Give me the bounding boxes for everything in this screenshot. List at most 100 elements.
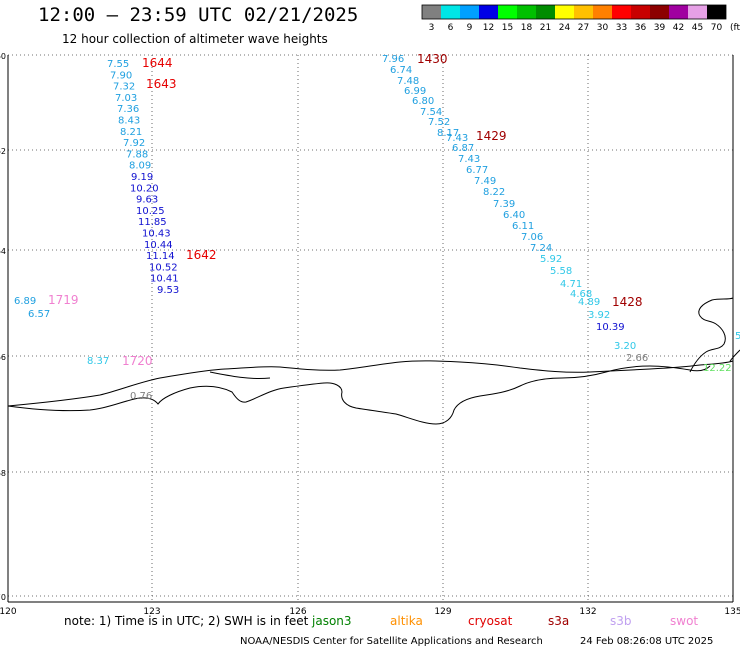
legend-border xyxy=(421,4,727,20)
legend-swatch xyxy=(479,5,498,19)
track-time-label: 1720 xyxy=(122,354,153,368)
wave-value: 6.74 xyxy=(390,65,412,76)
wave-value: 10.44 xyxy=(144,240,173,251)
lon-tick-label: 129 xyxy=(434,607,451,617)
lat-tick-label: -64 xyxy=(0,247,6,256)
legend-label: 45 xyxy=(692,23,703,33)
wave-value: 7.96 xyxy=(382,54,404,65)
wave-value: 6.11 xyxy=(512,221,534,232)
legend-swatch xyxy=(669,5,688,19)
wave-value: 10.52 xyxy=(149,262,178,273)
legend-swatch xyxy=(536,5,555,19)
wave-value: 8.17 xyxy=(437,128,459,139)
wave-value: 5.92 xyxy=(540,254,562,265)
legend-label: 27 xyxy=(578,23,589,33)
wave-value: 7.49 xyxy=(474,176,496,187)
wave-value: 6.89 xyxy=(14,296,36,307)
wave-value: 5 xyxy=(735,331,740,342)
legend-label: 18 xyxy=(521,23,533,33)
wave-value: 9.63 xyxy=(136,195,158,206)
wave-value: 8.37 xyxy=(87,356,109,367)
wave-value: 7.48 xyxy=(397,76,419,87)
track-time-label: 1719 xyxy=(48,293,79,307)
legend-label: 39 xyxy=(654,23,666,33)
wave-value: 7.54 xyxy=(420,107,442,118)
legend-label: 21 xyxy=(540,23,551,33)
satellite-legend-altika: altika xyxy=(390,614,423,628)
wave-value: 7.32 xyxy=(113,82,135,93)
wave-value: 3.20 xyxy=(614,341,636,352)
satellite-legend-s3a: s3a xyxy=(548,614,569,628)
legend-label: 15 xyxy=(502,23,513,33)
wave-value: 7.92 xyxy=(123,138,145,149)
wave-value: 7.90 xyxy=(110,70,132,81)
wave-value: 7.24 xyxy=(530,243,552,254)
track-time-label: 1429 xyxy=(476,129,507,143)
wave-value: 3.92 xyxy=(588,310,610,321)
wave-value: 8.21 xyxy=(120,127,142,138)
wave-value: 6.40 xyxy=(503,210,525,221)
legend-label: 24 xyxy=(559,23,571,33)
satellite-legend-cryosat: cryosat xyxy=(468,614,513,628)
wave-value: 7.06 xyxy=(521,232,543,243)
wave-value: 6.99 xyxy=(404,86,426,97)
wave-value: 2.66 xyxy=(626,353,648,364)
wave-value: 4.68 xyxy=(570,289,592,300)
legend-swatch xyxy=(555,5,574,19)
satellite-legend-jason3: jason3 xyxy=(311,614,352,628)
wave-value: 6.77 xyxy=(466,165,488,176)
wave-value: 4.71 xyxy=(560,279,582,290)
map-grid: -60 -62 -64 -66 -68 -70 120 123 126 129 132 135 xyxy=(0,52,740,617)
lat-tick-label: -68 xyxy=(0,469,6,478)
legend-label: 3 xyxy=(429,23,435,33)
legend-swatch xyxy=(631,5,650,19)
legend-swatch xyxy=(517,5,536,19)
wave-value: 7.52 xyxy=(428,117,450,128)
legend-swatch xyxy=(707,5,726,19)
legend-label: 42 xyxy=(673,23,684,33)
wave-value: 10.25 xyxy=(136,206,165,217)
track-time-label: 1430 xyxy=(417,52,448,66)
wave-value: 5.58 xyxy=(550,266,572,277)
legend-swatch xyxy=(612,5,631,19)
legend-unit: (ft) xyxy=(730,23,740,33)
wave-value: 8.22 xyxy=(483,187,505,198)
satellite-legend-swot: swot xyxy=(670,614,698,628)
legend-swatch xyxy=(593,5,612,19)
wave-value: 7.55 xyxy=(107,59,129,70)
track-time-label: 1428 xyxy=(612,295,643,309)
legend-label: 30 xyxy=(597,23,609,33)
antarctic-coastline xyxy=(7,297,740,425)
legend-label: 9 xyxy=(467,23,473,33)
wave-value: 7.43 xyxy=(446,133,468,144)
footer-timestamp: 24 Feb 08:26:08 UTC 2025 xyxy=(580,636,713,647)
legend-label: 12 xyxy=(483,23,494,33)
legend-swatch xyxy=(574,5,593,19)
legend-label: 70 xyxy=(711,23,723,33)
legend-swatch xyxy=(650,5,669,19)
legend-swatch xyxy=(460,5,479,19)
legend-label: 33 xyxy=(616,23,627,33)
wave-value: 10.20 xyxy=(130,183,159,194)
lon-tick-label: 132 xyxy=(579,607,596,617)
page-subtitle: 12 hour collection of altimeter wave hei… xyxy=(62,32,328,46)
lon-tick-label: 123 xyxy=(143,607,160,617)
page-title: 12:00 – 23:59 UTC 02/21/2025 xyxy=(38,4,359,26)
wave-value: 6.87 xyxy=(452,143,474,154)
wave-value: 10.41 xyxy=(150,274,179,285)
legend-label: 36 xyxy=(635,23,647,33)
wave-value: 11.85 xyxy=(138,217,167,228)
footer-credit: NOAA/NESDIS Center for Satellite Applica… xyxy=(240,636,543,647)
wave-value: 9.53 xyxy=(157,285,179,296)
track-time-label: 1644 xyxy=(142,56,173,70)
track-time-label: 1642 xyxy=(186,248,217,262)
lat-tick-label: -62 xyxy=(0,147,6,156)
wave-value: 7.88 xyxy=(126,149,148,160)
legend-swatch xyxy=(441,5,460,19)
lon-tick-label: 135 xyxy=(724,607,740,617)
wave-value: 7.43 xyxy=(458,154,480,165)
wave-value: 7.03 xyxy=(115,93,137,104)
track-time-label: 1643 xyxy=(146,77,177,91)
lon-tick-label: 120 xyxy=(0,607,17,617)
